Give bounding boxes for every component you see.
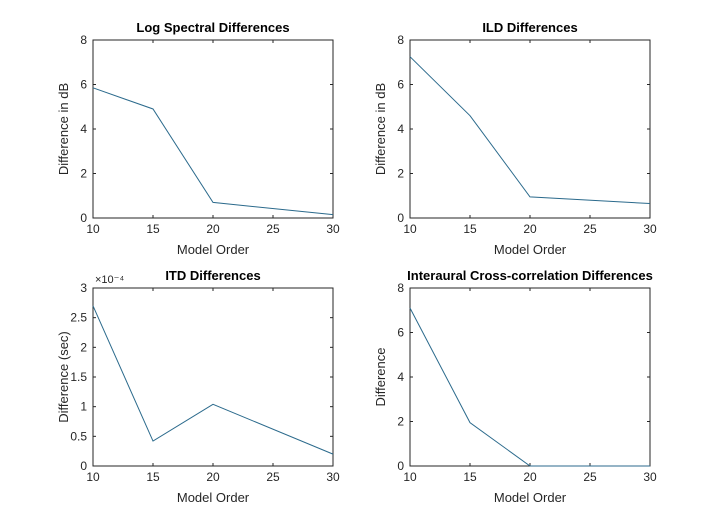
y-axis-label: Difference (sec) xyxy=(56,331,71,423)
y-axis-label: Difference in dB xyxy=(56,83,71,175)
plot-title: ILD Differences xyxy=(482,20,577,35)
series-line xyxy=(409,56,651,205)
plot-title: ITD Differences xyxy=(165,268,260,283)
y-tick-label: 0.5 xyxy=(70,429,87,443)
x-tick-label: 30 xyxy=(326,470,340,484)
x-tick-label: 30 xyxy=(643,222,657,236)
x-axis-label: Model Order xyxy=(177,490,250,505)
axes-box xyxy=(409,39,651,219)
y-tick-label: 2 xyxy=(397,167,404,181)
x-tick-label: 15 xyxy=(463,470,477,484)
x-tick-label: 10 xyxy=(403,222,417,236)
y-tick-label: 1 xyxy=(80,400,87,414)
x-tick-label: 10 xyxy=(86,470,100,484)
y-tick-label: 4 xyxy=(397,370,404,384)
y-tick-label: 4 xyxy=(397,122,404,136)
x-tick-label: 25 xyxy=(266,470,280,484)
x-tick-label: 20 xyxy=(523,222,537,236)
series-line xyxy=(92,305,334,455)
subplot-3: 10 15 20 25 30 0 0.5 1 1.5 2 2.5 3 ×10⁻⁴ ITD Differen… xyxy=(56,268,340,505)
axis-multiplier: ×10⁻⁴ xyxy=(95,274,124,286)
y-tick-label: 3 xyxy=(80,281,87,295)
y-tick-label: 0 xyxy=(397,211,404,225)
x-tick-label: 30 xyxy=(643,470,657,484)
subplot-1: 10 15 20 25 30 0 2 4 6 8 Log Spectral Differences M… xyxy=(56,20,340,257)
axes-box xyxy=(92,39,334,219)
y-tick-label: 8 xyxy=(80,33,87,47)
x-tick-label: 15 xyxy=(146,470,160,484)
plot-title: Interaural Cross-correlation Differences xyxy=(407,268,653,283)
x-axis-label: Model Order xyxy=(494,490,567,505)
y-tick-label: 8 xyxy=(397,33,404,47)
y-tick-label: 0 xyxy=(80,459,87,473)
y-tick-label: 6 xyxy=(80,78,87,92)
x-tick-label: 25 xyxy=(583,470,597,484)
x-tick-label: 10 xyxy=(403,470,417,484)
series-line xyxy=(409,307,650,467)
x-axis-label: Model Order xyxy=(494,242,567,257)
x-tick-label: 20 xyxy=(523,470,537,484)
y-tick-label: 8 xyxy=(397,281,404,295)
plot-title: Log Spectral Differences xyxy=(136,20,289,35)
x-tick-label: 20 xyxy=(206,222,220,236)
x-tick-label: 15 xyxy=(463,222,477,236)
x-tick-label: 10 xyxy=(86,222,100,236)
y-tick-label: 6 xyxy=(397,78,404,92)
series-line xyxy=(92,87,334,216)
subplot-2: 10 15 20 25 30 0 2 4 6 8 ILD Differences Model Orde… xyxy=(373,20,657,257)
x-tick-label: 25 xyxy=(266,222,280,236)
x-tick-label: 20 xyxy=(206,470,220,484)
y-tick-label: 0 xyxy=(80,211,87,225)
x-tick-label: 30 xyxy=(326,222,340,236)
y-tick-label: 2 xyxy=(80,340,87,354)
y-tick-label: 2.5 xyxy=(70,311,87,325)
y-axis-label: Difference in dB xyxy=(373,83,388,175)
x-tick-label: 15 xyxy=(146,222,160,236)
y-tick-label: 4 xyxy=(80,122,87,136)
y-tick-label: 2 xyxy=(80,167,87,181)
x-tick-label: 25 xyxy=(583,222,597,236)
x-axis-label: Model Order xyxy=(177,242,250,257)
y-tick-label: 0 xyxy=(397,459,404,473)
y-tick-label: 1.5 xyxy=(70,370,87,384)
axes-box xyxy=(92,287,334,467)
y-axis-label: Difference xyxy=(373,347,388,406)
y-tick-label: 6 xyxy=(397,326,404,340)
y-tick-label: 2 xyxy=(397,415,404,429)
